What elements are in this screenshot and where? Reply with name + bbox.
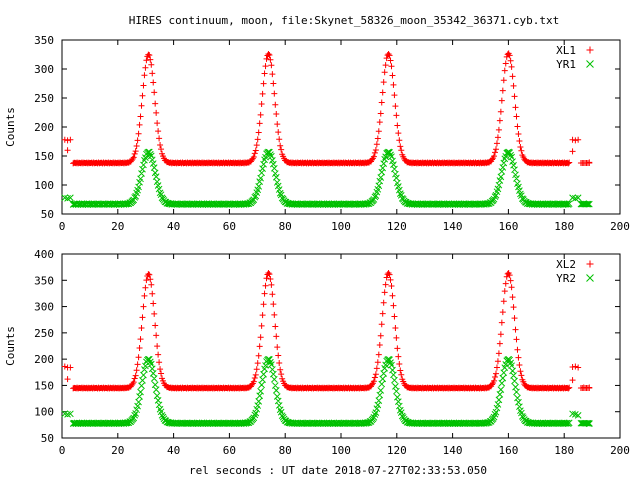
chart-title: HIRES continuum, moon, file:Skynet_58326… [129,14,559,27]
series-points-yr2 [61,355,593,428]
legend-marker [586,260,594,268]
y-axis-label: Counts [4,326,17,366]
legend-label: YR1 [556,58,576,71]
x-tick-label: 80 [279,220,292,233]
x-tick-label: 120 [387,444,407,457]
y-tick-label: 100 [34,179,54,192]
x-tick-label: 40 [167,220,180,233]
series-xl1 [61,50,593,167]
x-tick-label: 60 [223,444,236,457]
x-tick-label: 200 [610,220,630,233]
legend-marker [586,46,594,54]
legend-label: XL2 [556,258,576,271]
y-tick-label: 300 [34,301,54,314]
y-tick-label: 150 [34,379,54,392]
y-tick-label: 250 [34,92,54,105]
y-tick-label: 200 [34,121,54,134]
chart-panel-2: 0 20 40 60 80 100 120 140 160 180 200 50 100 150 200 25… [4,248,630,457]
y-tick-label: 50 [41,432,54,445]
x-tick-label: 80 [279,444,292,457]
legend-marker [586,60,594,68]
x-tick-label: 200 [610,444,630,457]
x-tick-label: 40 [167,444,180,457]
x-tick-label: 160 [498,444,518,457]
series-points-xl2 [61,269,593,392]
series-yr2 [61,355,593,428]
x-tick-label: 0 [59,444,66,457]
x-tick-label: 20 [111,444,124,457]
x-tick-label: 180 [554,444,574,457]
y-tick-label: 50 [41,208,54,221]
y-tick-label: 100 [34,406,54,419]
legend-label: YR2 [556,272,576,285]
x-tick-label: 60 [223,220,236,233]
y-tick-label: 200 [34,353,54,366]
plot-frame [61,253,621,439]
legend-label: XL1 [556,44,576,57]
series-points-xl1 [61,50,593,167]
y-tick-label: 150 [34,150,54,163]
y-tick-label: 350 [34,34,54,47]
x-tick-label: 20 [111,220,124,233]
series-yr1 [61,148,593,208]
x-tick-label: 0 [59,220,66,233]
y-tick-label: 400 [34,248,54,261]
x-axis-label: rel seconds : UT date 2018-07-27T02:33:5… [189,464,487,477]
x-tick-label: 140 [443,220,463,233]
x-tick-label: 140 [443,444,463,457]
series-points-yr1 [61,148,593,208]
x-tick-label: 120 [387,220,407,233]
series-xl2 [61,269,593,392]
x-tick-label: 100 [331,444,351,457]
y-tick-label: 250 [34,327,54,340]
y-tick-label: 350 [34,274,54,287]
chart-panel-1: 0 20 40 60 80 100 120 140 160 180 200 50 100 150 200 25… [4,34,630,233]
x-tick-label: 160 [498,220,518,233]
x-tick-label: 100 [331,220,351,233]
legend-marker [586,274,594,282]
y-tick-label: 300 [34,63,54,76]
x-tick-label: 180 [554,220,574,233]
y-axis-label: Counts [4,107,17,147]
